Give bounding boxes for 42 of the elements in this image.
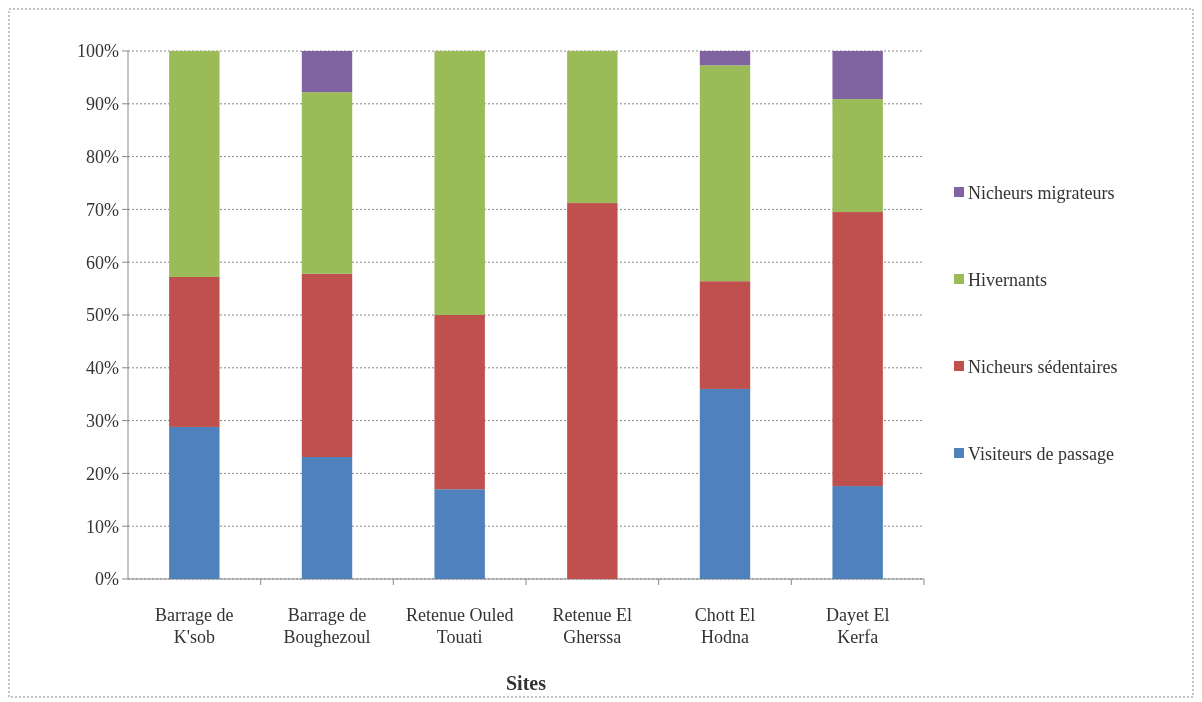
y-tick-label: 100% bbox=[77, 41, 119, 62]
legend-label: Hivernants bbox=[968, 270, 1047, 291]
y-tick-label: 50% bbox=[86, 305, 119, 326]
bar bbox=[699, 51, 751, 66]
bar bbox=[169, 426, 220, 579]
bar bbox=[301, 273, 353, 458]
y-tick-label: 30% bbox=[86, 410, 119, 431]
bar bbox=[434, 315, 485, 490]
bar bbox=[832, 486, 883, 579]
bar bbox=[169, 51, 220, 277]
bar bbox=[699, 65, 751, 282]
bar bbox=[567, 203, 618, 579]
legend-label: Nicheurs migrateurs bbox=[968, 183, 1115, 204]
x-tick-label: Retenue Ouled Touati bbox=[405, 605, 514, 647]
bar bbox=[434, 51, 485, 315]
y-tick-label: 20% bbox=[86, 463, 119, 484]
y-tick-label: 80% bbox=[86, 146, 119, 167]
y-tick-label: 40% bbox=[86, 358, 119, 379]
x-tick-label: Barrage de K'sob bbox=[155, 605, 234, 647]
bar bbox=[301, 51, 353, 93]
bar bbox=[567, 51, 618, 204]
x-tick-label: Retenue El Gherssa bbox=[552, 605, 633, 647]
bar bbox=[434, 489, 485, 579]
x-axis-title: Sites bbox=[506, 672, 547, 694]
bar bbox=[301, 457, 353, 579]
legend-label: Nicheurs sédentaires bbox=[968, 357, 1118, 378]
bar bbox=[832, 51, 883, 100]
y-tick-label: 70% bbox=[86, 199, 119, 220]
y-tick-label: 0% bbox=[95, 569, 119, 590]
y-tick-label: 90% bbox=[86, 94, 119, 115]
x-tick-label: Dayet El Kerfa bbox=[825, 605, 890, 647]
y-tick-label: 10% bbox=[86, 516, 119, 537]
x-tick-label: Chott El Hodna bbox=[694, 605, 756, 647]
bar bbox=[832, 99, 883, 213]
x-tick-label: Barrage de Boughezoul bbox=[283, 605, 371, 647]
legend-label: Visiteurs de passage bbox=[968, 444, 1114, 465]
bar bbox=[699, 281, 751, 389]
bar bbox=[699, 388, 751, 579]
bar bbox=[832, 212, 883, 487]
bar bbox=[301, 92, 353, 274]
y-tick-label: 60% bbox=[86, 252, 119, 273]
bar bbox=[169, 276, 220, 427]
